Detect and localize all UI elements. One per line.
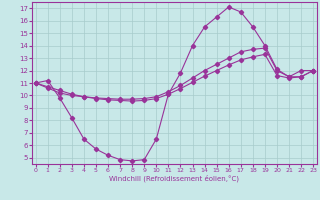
X-axis label: Windchill (Refroidissement éolien,°C): Windchill (Refroidissement éolien,°C) [109, 175, 239, 182]
